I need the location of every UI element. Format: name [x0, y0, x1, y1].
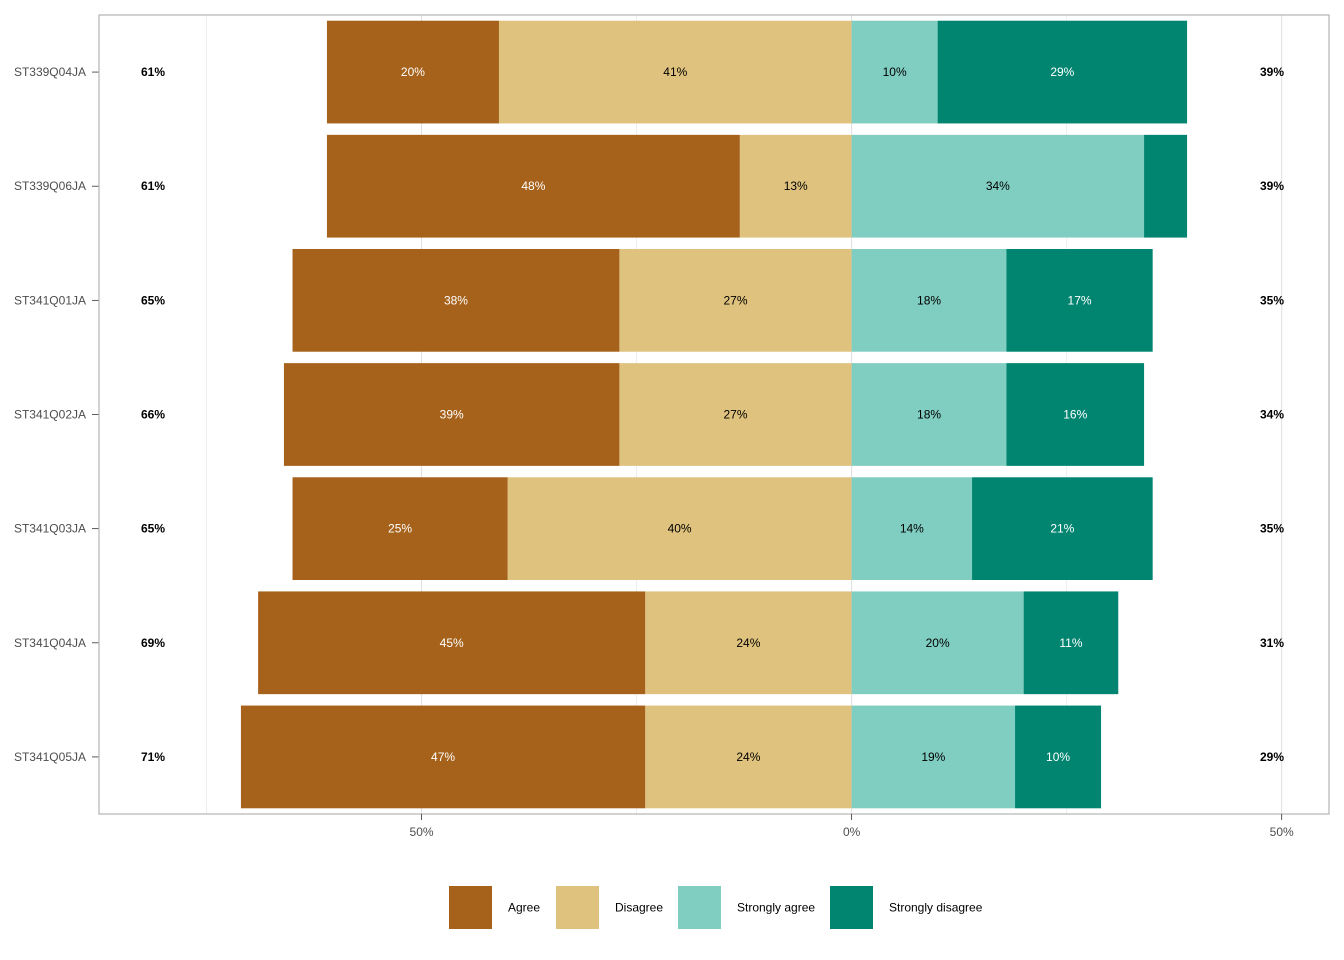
bar-strongly-agree: [851, 363, 1007, 466]
bar-value-label: 29%: [1050, 65, 1074, 79]
bar-value-label: 11%: [1059, 636, 1082, 650]
bar-agree: [283, 363, 620, 466]
bar-value-label: 10%: [883, 65, 907, 79]
y-axis-tick-label: ST341Q01JA: [14, 293, 86, 307]
bar-value-label: 19%: [921, 750, 945, 764]
bar-disagree: [507, 477, 852, 581]
legend: Agree Disagree Strongly agree Strongly disa…: [449, 886, 983, 929]
right-total-label: 31%: [1260, 636, 1284, 650]
legend-swatch-strongly-disagree: [830, 886, 873, 929]
bar-disagree: [619, 363, 852, 466]
bar-value-label: 14%: [900, 522, 924, 536]
bar-value-label: 16%: [1063, 408, 1087, 422]
left-total-label: 69%: [141, 636, 165, 650]
legend-label-strongly-disagree: Strongly disagree: [889, 901, 983, 915]
bar-value-label: 25%: [388, 522, 412, 536]
left-total-label: 65%: [141, 293, 165, 307]
bar-disagree: [739, 134, 852, 238]
y-axis-tick-label: ST341Q02JA: [14, 408, 86, 422]
x-axis: 50% 0% 50%: [410, 814, 1294, 839]
bar-value-label: 34%: [986, 179, 1010, 193]
bar-value-label: 48%: [521, 179, 545, 193]
bar-value-label: 18%: [917, 408, 941, 422]
bar-disagree: [619, 248, 852, 352]
bar-agree: [258, 591, 646, 695]
left-total-label: 71%: [141, 750, 165, 764]
bar-value-label: 45%: [440, 636, 464, 650]
left-total-label: 61%: [141, 179, 165, 193]
bar-strongly-agree: [851, 20, 938, 124]
bars: 41% 20% 10% 29% 61% 39% ST339Q04JA 13% 48% 34% 61%…: [14, 20, 1284, 809]
bar-value-label: 17%: [1068, 293, 1092, 307]
right-total-label: 29%: [1260, 750, 1284, 764]
bar-value-label: 24%: [736, 750, 760, 764]
y-axis-tick-label: ST341Q05JA: [14, 750, 86, 764]
bar-strongly-disagree: [1015, 705, 1102, 809]
bar-strongly-agree: [851, 134, 1145, 238]
bar-value-label: 27%: [723, 408, 747, 422]
bar-value-label: 41%: [663, 65, 687, 79]
bar-strongly-disagree: [972, 477, 1153, 581]
bar-value-label: 10%: [1046, 750, 1070, 764]
bar-value-label: 47%: [431, 750, 455, 764]
bar-strongly-disagree: [1023, 591, 1119, 695]
bar-strongly-agree: [851, 248, 1007, 352]
left-total-label: 61%: [141, 65, 165, 79]
y-axis-tick-label: ST339Q04JA: [14, 65, 86, 79]
y-axis-tick-label: ST341Q03JA: [14, 522, 86, 536]
bar-strongly-agree: [851, 591, 1024, 695]
y-axis-tick-label: ST339Q06JA: [14, 179, 86, 193]
bar-agree: [292, 477, 508, 581]
bar-value-label: 27%: [723, 293, 747, 307]
legend-swatch-disagree: [556, 886, 599, 929]
bar-value-label: 21%: [1050, 522, 1074, 536]
x-axis-tick-label: 50%: [410, 825, 434, 839]
x-axis-tick-label: 0%: [843, 825, 861, 839]
legend-swatch-agree: [449, 886, 492, 929]
bar-strongly-disagree: [1006, 248, 1153, 352]
right-total-label: 39%: [1260, 65, 1284, 79]
bar-value-label: 38%: [444, 293, 468, 307]
bar-value-label: 39%: [440, 408, 464, 422]
bar-agree: [326, 134, 740, 238]
x-axis-tick-label: 50%: [1270, 825, 1294, 839]
bar-value-label: 20%: [926, 636, 950, 650]
right-total-label: 34%: [1260, 408, 1284, 422]
left-total-label: 66%: [141, 408, 165, 422]
bar-value-label: 40%: [668, 522, 692, 536]
bar-disagree: [645, 591, 852, 695]
bar-agree: [292, 248, 620, 352]
bar-value-label: 18%: [917, 293, 941, 307]
legend-swatch-strongly-agree: [678, 886, 721, 929]
y-axis-tick-label: ST341Q04JA: [14, 636, 86, 650]
right-total-label: 35%: [1260, 293, 1284, 307]
bar-strongly-disagree: [1006, 363, 1145, 466]
bar-strongly-agree: [851, 477, 973, 581]
plot-panel-border: [98, 14, 1330, 815]
right-total-label: 39%: [1260, 179, 1284, 193]
bar-value-label: 20%: [401, 65, 425, 79]
bar-strongly-disagree: [937, 20, 1188, 124]
left-total-label: 65%: [141, 522, 165, 536]
bar-agree: [326, 20, 499, 124]
legend-label-disagree: Disagree: [615, 901, 663, 915]
bar-strongly-disagree: [1144, 134, 1188, 238]
bar-disagree: [498, 20, 852, 124]
bar-value-label: 24%: [736, 636, 760, 650]
bar-agree: [240, 705, 646, 809]
bar-value-label: 13%: [784, 179, 808, 193]
bar-disagree: [645, 705, 852, 809]
legend-label-strongly-agree: Strongly agree: [737, 901, 815, 915]
right-total-label: 35%: [1260, 522, 1284, 536]
bar-strongly-agree: [851, 705, 1016, 809]
legend-label-agree: Agree: [508, 901, 540, 915]
